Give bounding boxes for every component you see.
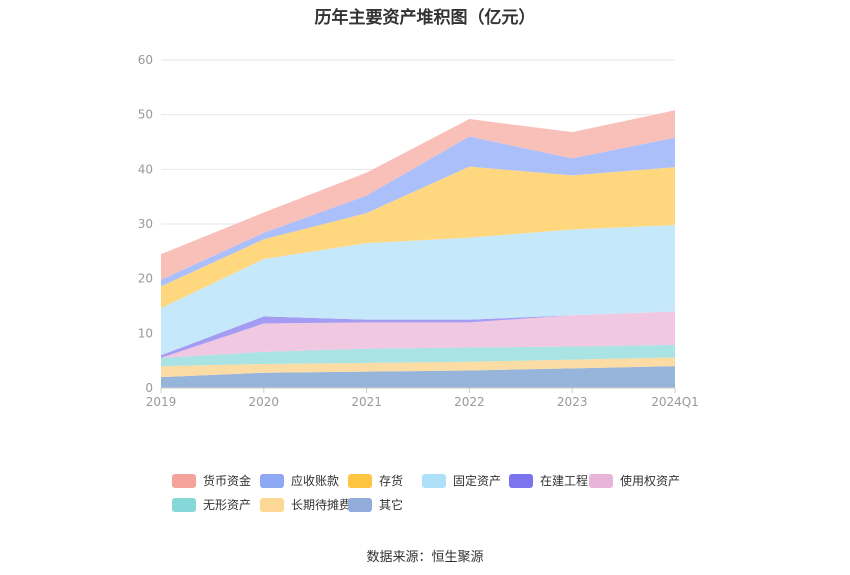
y-tick-label: 0 — [145, 381, 153, 395]
legend-item[interactable]: 应收账款 — [260, 472, 339, 489]
legend-label: 使用权资产 — [620, 474, 681, 488]
source-note: 数据来源：恒生聚源 — [366, 550, 484, 565]
legend-item[interactable]: 在建工程 — [509, 472, 588, 489]
legend-item[interactable]: 使用权资产 — [589, 472, 680, 489]
legend-label: 货币资金 — [203, 474, 252, 488]
y-tick-label: 30 — [138, 217, 153, 231]
area-series-3 — [161, 311, 675, 358]
y-tick-label: 50 — [138, 108, 153, 122]
legend-swatch — [172, 473, 196, 488]
area-series-4 — [161, 311, 675, 358]
legend-label: 存货 — [379, 474, 404, 488]
legend-swatch — [172, 497, 196, 512]
area-series-5 — [161, 225, 675, 356]
y-tick-label: 40 — [138, 162, 153, 176]
legend-label: 无形资产 — [203, 498, 252, 512]
area-series-8 — [161, 110, 675, 280]
area-series — [161, 110, 675, 388]
legend-item[interactable]: 无形资产 — [172, 496, 251, 513]
legend-swatch — [509, 473, 533, 488]
legend-item[interactable]: 其它 — [348, 496, 403, 513]
legend-item[interactable]: 存货 — [348, 472, 403, 489]
legend-label: 在建工程 — [540, 474, 589, 488]
area-series-0 — [161, 366, 675, 388]
chart-title: 历年主要资产堆积图（亿元） — [314, 8, 536, 28]
legend-swatch — [260, 473, 284, 488]
x-tick-label: 2022 — [454, 395, 485, 409]
x-tick-label: 2024Q1 — [651, 395, 699, 409]
area-series-6 — [161, 166, 675, 309]
x-tick-label: 2021 — [351, 395, 382, 409]
legend-label: 长期待摊费用 — [291, 498, 364, 512]
area-series-7 — [161, 136, 675, 287]
x-tick-label: 2020 — [249, 395, 280, 409]
legend-swatch — [348, 473, 372, 488]
legend-item[interactable]: 长期待摊费用 — [260, 496, 363, 513]
y-tick-label: 60 — [138, 53, 153, 67]
y-tick-label: 10 — [138, 326, 153, 340]
x-tick-label: 2023 — [557, 395, 588, 409]
legend-swatch — [260, 497, 284, 512]
x-tick-label: 2019 — [146, 395, 177, 409]
y-tick-label: 20 — [138, 272, 153, 286]
legend-swatch — [422, 473, 446, 488]
legend-label: 其它 — [379, 498, 404, 512]
legend-item[interactable]: 固定资产 — [422, 472, 501, 489]
area-series-1 — [161, 357, 675, 378]
legend-swatch — [589, 473, 613, 488]
legend-item[interactable]: 货币资金 — [172, 472, 251, 489]
area-series-2 — [161, 344, 675, 367]
legend-label: 固定资产 — [453, 474, 502, 488]
legend-swatch — [348, 497, 372, 512]
axes: 0 10 20 30 40 50 60 2019 2020 2021 2022 2023 2024Q1 — [138, 53, 699, 409]
legend-label: 应收账款 — [291, 474, 340, 488]
